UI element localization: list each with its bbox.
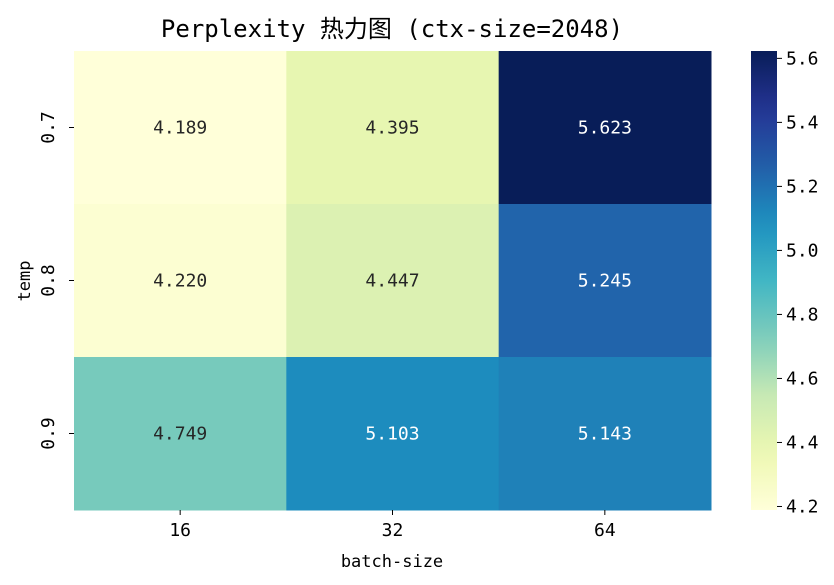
cell-value-label: 4.749 — [153, 424, 207, 445]
cell-value-label: 4.220 — [153, 271, 207, 292]
cell-value-label: 5.103 — [365, 424, 419, 445]
colorbar: 4.2 4.4 4.6 4.8 5.0 5.2 5.4 5.6 — [751, 48, 819, 517]
colorbar-tick-label: 4.8 — [786, 304, 819, 325]
heatmap-cells: 4.189 4.395 5.623 4.220 4.447 5.245 4.749 5.103… — [74, 51, 712, 511]
y-axis-label: temp — [15, 261, 35, 302]
heatmap-cell — [498, 357, 712, 511]
heatmap-cell — [286, 204, 500, 358]
heatmap-cell — [74, 204, 287, 358]
heatmap-cell — [74, 51, 287, 205]
heatmap-cell — [498, 51, 712, 205]
x-axis-label: batch-size — [341, 552, 443, 572]
x-tick-label: 64 — [594, 520, 616, 541]
heatmap-cell — [286, 357, 500, 511]
colorbar-tick-label: 5.2 — [786, 176, 819, 197]
chart-title: Perplexity 热力图 (ctx-size=2048) — [161, 15, 623, 43]
heatmap-cell — [286, 51, 500, 205]
cell-value-label: 4.395 — [365, 118, 419, 139]
cell-value-label: 4.447 — [365, 271, 419, 292]
x-tick-label: 32 — [382, 520, 404, 541]
x-tick-label: 16 — [169, 520, 191, 541]
cell-value-label: 4.189 — [153, 118, 207, 139]
y-tick-label: 0.8 — [38, 264, 59, 297]
colorbar-tick-label: 4.6 — [786, 368, 819, 389]
colorbar-tick-label: 5.6 — [786, 48, 819, 69]
y-tick-label: 0.7 — [38, 111, 59, 144]
x-axis: 16 32 64 — [169, 510, 616, 541]
heatmap-cell — [74, 357, 287, 511]
y-tick-label: 0.9 — [38, 417, 59, 450]
colorbar-tick-label: 4.2 — [786, 496, 819, 517]
heatmap-cell — [498, 204, 712, 358]
cell-value-label: 5.143 — [578, 424, 632, 445]
cell-value-label: 5.245 — [578, 271, 632, 292]
colorbar-tick-label: 5.0 — [786, 240, 819, 261]
colorbar-tick-label: 5.4 — [786, 112, 819, 133]
cell-value-label: 5.623 — [578, 118, 632, 139]
colorbar-tick-label: 4.4 — [786, 432, 819, 453]
y-axis: 0.7 0.8 0.9 — [38, 111, 74, 450]
colorbar-gradient — [751, 51, 777, 510]
